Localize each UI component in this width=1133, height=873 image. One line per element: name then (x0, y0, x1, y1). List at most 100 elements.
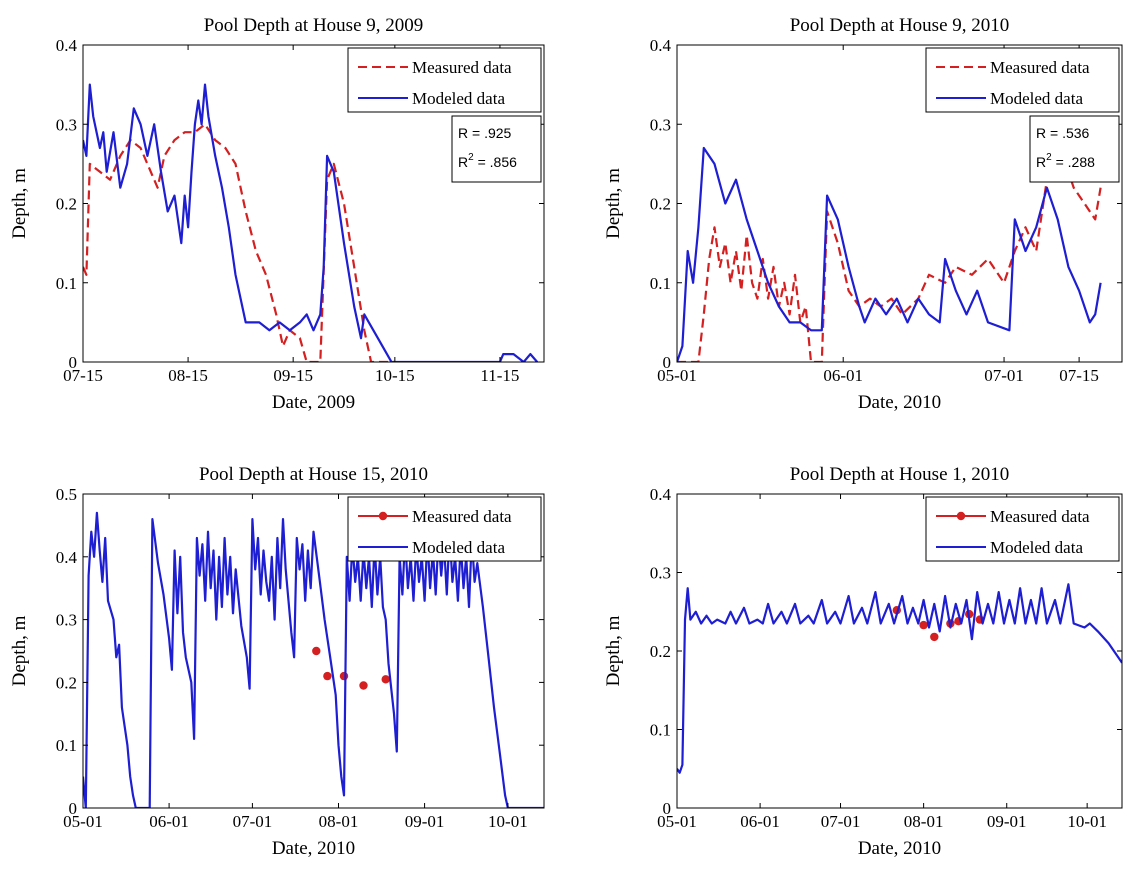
legend-box (347, 47, 542, 113)
y-tick-label: 0.2 (650, 195, 671, 214)
legend-label: Modeled data (990, 538, 1083, 557)
r2-superscript: 2 (1046, 152, 1052, 163)
x-tick-label: 06-01 (823, 366, 863, 385)
x-tick-label: 07-15 (63, 366, 103, 385)
y-tick-label: 0.2 (56, 673, 77, 692)
legend-box (925, 496, 1120, 562)
x-tick-label: 07-01 (984, 366, 1024, 385)
legend-label: Modeled data (412, 89, 505, 108)
legend: Measured data Modeled data (347, 47, 542, 113)
y-axis-label: Depth, m (603, 615, 624, 686)
x-tick-label: 05-01 (657, 812, 697, 831)
x-tick-label: 07-01 (821, 812, 861, 831)
r2-number: = .288 (1052, 154, 1095, 170)
legend-label: Modeled data (412, 538, 505, 557)
r2-value: R2 = .856 (458, 152, 517, 170)
x-tick-label: 07-01 (233, 812, 273, 831)
stats-frame (451, 115, 542, 183)
chart-title: Pool Depth at House 9, 2010 (790, 15, 1010, 36)
measured-point (312, 646, 321, 656)
y-tick-label: 0.3 (56, 115, 77, 134)
y-tick-label: 0.4 (56, 36, 78, 55)
x-tick-label: 08-15 (168, 366, 208, 385)
y-tick-label: 0 (69, 799, 78, 818)
y-tick-label: 0.4 (56, 548, 78, 567)
r2-superscript: 2 (468, 152, 474, 163)
y-tick-label: 0.2 (56, 195, 77, 214)
series-modeled-line (677, 146, 1102, 362)
x-tick-label: 08-01 (904, 812, 944, 831)
y-tick-label: 0.3 (650, 115, 671, 134)
series-modeled-line (677, 583, 1122, 774)
stats-box: R = .536 R2 = .288 (1029, 115, 1120, 183)
x-axis-label: Date, 2010 (858, 838, 941, 859)
x-axis-label: Date, 2010 (858, 392, 941, 413)
x-tick-label: 10-01 (488, 812, 528, 831)
measured-point (359, 681, 368, 690)
y-axis-label: Depth, m (9, 168, 30, 239)
x-tick-label: 10-01 (1067, 812, 1107, 831)
series-modeled-line (83, 83, 539, 362)
y-tick-label: 0 (663, 353, 672, 372)
x-tick-label: 07-15 (1059, 366, 1099, 385)
chart-panel-4: 0 0.1 0.2 0.3 0.4 05-01 06-01 07-01 08-01 09-01 10… (603, 464, 1123, 859)
series-measured-line (677, 154, 1102, 362)
x-axis-label: Date, 2009 (272, 392, 355, 413)
measured-point (919, 620, 928, 630)
x-tick-label: 05-01 (657, 366, 697, 385)
y-tick-label: 0 (69, 353, 78, 372)
chart-panel-2: 0 0.1 0.2 0.3 0.4 05-01 06-01 07-01 07-15 Pool De… (603, 15, 1123, 413)
r-value: R = .536 (1036, 125, 1090, 141)
plot-frame (82, 493, 545, 809)
chart-title: Pool Depth at House 1, 2010 (790, 464, 1010, 485)
y-axis-label: Depth, m (603, 168, 624, 239)
r2-value: R2 = .288 (1036, 152, 1095, 170)
legend-marker (378, 511, 388, 521)
measured-point (930, 632, 939, 642)
legend-marker (956, 511, 966, 521)
legend-label: Measured data (412, 507, 512, 526)
legend-label: Measured data (990, 507, 1090, 526)
series-measured-line (83, 123, 395, 362)
stats-box: R = .925 R2 = .856 (451, 115, 542, 183)
y-tick-label: 0.1 (56, 274, 77, 293)
stats-frame (1029, 115, 1120, 183)
y-tick-label: 0.3 (650, 564, 671, 583)
x-tick-label: 06-01 (740, 812, 780, 831)
y-tick-label: 0.5 (56, 485, 77, 504)
x-tick-label: 05-01 (63, 812, 103, 831)
legend-label: Measured data (990, 58, 1090, 77)
y-tick-label: 0.3 (56, 611, 77, 630)
chart-title: Pool Depth at House 15, 2010 (199, 464, 428, 485)
series-modeled-line (83, 511, 544, 808)
y-tick-label: 0.4 (650, 36, 672, 55)
legend-label: Measured data (412, 58, 512, 77)
x-tick-label: 10-15 (375, 366, 415, 385)
y-tick-label: 0.1 (650, 721, 671, 740)
x-tick-label: 09-01 (987, 812, 1027, 831)
y-axis-label: Depth, m (9, 615, 30, 686)
y-tick-label: 0.1 (56, 736, 77, 755)
x-tick-label: 08-01 (319, 812, 359, 831)
legend: Measured data Modeled data (347, 496, 542, 562)
legend: Measured data Modeled data (925, 496, 1120, 562)
y-tick-label: 0.2 (650, 642, 671, 661)
legend-label: Modeled data (990, 89, 1083, 108)
measured-point (381, 675, 390, 684)
r2-symbol: R (458, 154, 468, 170)
measured-point (339, 671, 349, 681)
x-axis-label: Date, 2010 (272, 838, 355, 859)
x-tick-label: 06-01 (149, 812, 189, 831)
series-measured-points (312, 646, 390, 690)
y-tick-label: 0.1 (650, 274, 671, 293)
chart-panel-3: 0 0.1 0.2 0.3 0.4 0.5 05-01 06-01 07-01 08-01 09-0… (9, 464, 545, 859)
x-tick-label: 09-01 (405, 812, 445, 831)
measured-point (323, 671, 332, 681)
legend: Measured data Modeled data (925, 47, 1120, 113)
r-value: R = .925 (458, 125, 512, 141)
r2-number: = .856 (474, 154, 517, 170)
x-tick-label: 09-15 (273, 366, 313, 385)
y-tick-label: 0.4 (650, 485, 672, 504)
legend-box (347, 496, 542, 562)
